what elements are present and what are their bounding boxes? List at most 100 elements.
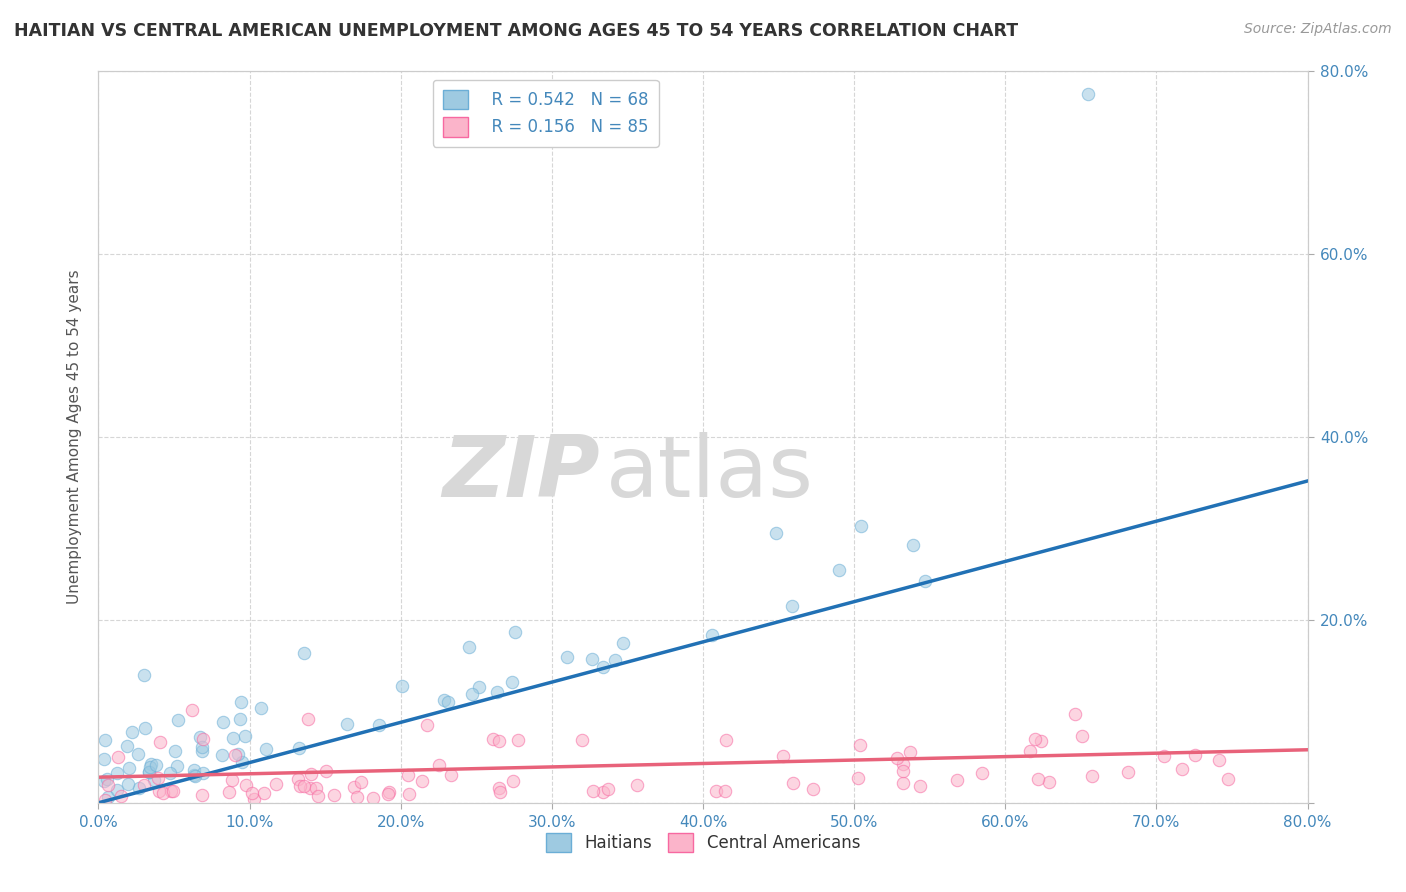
Point bbox=[970, 766, 993, 780]
Point bbox=[148, 784, 170, 798]
Point bbox=[350, 774, 373, 789]
Point bbox=[97, 790, 120, 805]
Point bbox=[288, 740, 311, 755]
Legend: Haitians, Central Americans: Haitians, Central Americans bbox=[537, 824, 869, 860]
Point bbox=[117, 739, 139, 753]
Point bbox=[1038, 774, 1060, 789]
Point bbox=[93, 733, 115, 747]
Point bbox=[900, 746, 922, 760]
Point bbox=[378, 784, 401, 798]
Point bbox=[571, 732, 593, 747]
Point bbox=[121, 724, 143, 739]
Point bbox=[501, 674, 523, 689]
Point bbox=[468, 680, 491, 694]
Point bbox=[1031, 733, 1053, 747]
Point bbox=[336, 717, 359, 731]
Point bbox=[188, 731, 211, 745]
Point bbox=[605, 653, 627, 667]
Point bbox=[908, 779, 931, 793]
Point bbox=[1216, 772, 1239, 786]
Point bbox=[416, 718, 439, 732]
Point bbox=[436, 695, 458, 709]
Point bbox=[398, 787, 420, 801]
Point bbox=[1184, 748, 1206, 763]
Point bbox=[503, 624, 526, 639]
Point bbox=[256, 741, 278, 756]
Point bbox=[297, 712, 319, 726]
Point bbox=[299, 780, 322, 795]
Point bbox=[457, 640, 479, 654]
Point bbox=[849, 738, 872, 752]
Point bbox=[138, 765, 160, 780]
Point bbox=[163, 744, 186, 758]
Point bbox=[1019, 744, 1042, 758]
Point bbox=[190, 744, 212, 758]
Point bbox=[612, 636, 634, 650]
Point bbox=[488, 780, 510, 795]
Point bbox=[626, 778, 648, 792]
Text: HAITIAN VS CENTRAL AMERICAN UNEMPLOYMENT AMONG AGES 45 TO 54 YEARS CORRELATION C: HAITIAN VS CENTRAL AMERICAN UNEMPLOYMENT… bbox=[14, 22, 1018, 40]
Point bbox=[166, 758, 188, 772]
Point bbox=[1024, 731, 1046, 746]
Point bbox=[307, 789, 329, 804]
Point bbox=[1116, 765, 1139, 780]
Point bbox=[264, 777, 287, 791]
Point bbox=[343, 780, 366, 795]
Point bbox=[222, 731, 245, 746]
Point bbox=[946, 772, 969, 787]
Point bbox=[96, 778, 118, 792]
Point bbox=[134, 668, 156, 682]
Point bbox=[226, 747, 249, 762]
Point bbox=[190, 788, 212, 802]
Point bbox=[305, 780, 328, 795]
Point bbox=[581, 784, 603, 798]
Point bbox=[1171, 763, 1194, 777]
Point bbox=[596, 782, 619, 797]
Point bbox=[235, 778, 257, 792]
Point bbox=[592, 785, 614, 799]
Point bbox=[94, 793, 117, 807]
Point bbox=[901, 538, 924, 552]
Point bbox=[292, 646, 315, 660]
Point bbox=[211, 714, 233, 729]
Point bbox=[139, 760, 162, 774]
Point bbox=[377, 787, 399, 801]
Point bbox=[221, 773, 243, 788]
Point bbox=[502, 773, 524, 788]
Point bbox=[782, 599, 804, 613]
Point bbox=[167, 713, 190, 727]
Point bbox=[346, 790, 368, 805]
Point bbox=[886, 751, 908, 765]
Point bbox=[765, 526, 787, 541]
Point bbox=[1208, 753, 1230, 767]
Point bbox=[229, 712, 252, 726]
Point bbox=[240, 786, 263, 800]
Point bbox=[233, 730, 256, 744]
Point bbox=[482, 731, 505, 746]
Point bbox=[846, 771, 869, 785]
Point bbox=[191, 731, 214, 746]
Point bbox=[391, 679, 413, 693]
Point bbox=[183, 763, 205, 777]
Point bbox=[183, 768, 205, 782]
Point bbox=[315, 764, 337, 778]
Point bbox=[191, 739, 214, 754]
Point bbox=[162, 784, 184, 798]
Point bbox=[891, 776, 914, 790]
Point bbox=[440, 768, 463, 782]
Point bbox=[914, 574, 936, 589]
Point bbox=[224, 747, 246, 762]
Point bbox=[1071, 729, 1094, 743]
Point bbox=[1063, 706, 1085, 721]
Point bbox=[149, 735, 172, 749]
Point bbox=[1077, 87, 1099, 102]
Point bbox=[249, 701, 271, 715]
Point bbox=[93, 752, 115, 766]
Point bbox=[145, 758, 167, 772]
Point bbox=[211, 747, 233, 762]
Point bbox=[782, 776, 804, 790]
Point bbox=[107, 750, 129, 764]
Point bbox=[702, 628, 724, 642]
Point bbox=[1153, 748, 1175, 763]
Point bbox=[1081, 769, 1104, 783]
